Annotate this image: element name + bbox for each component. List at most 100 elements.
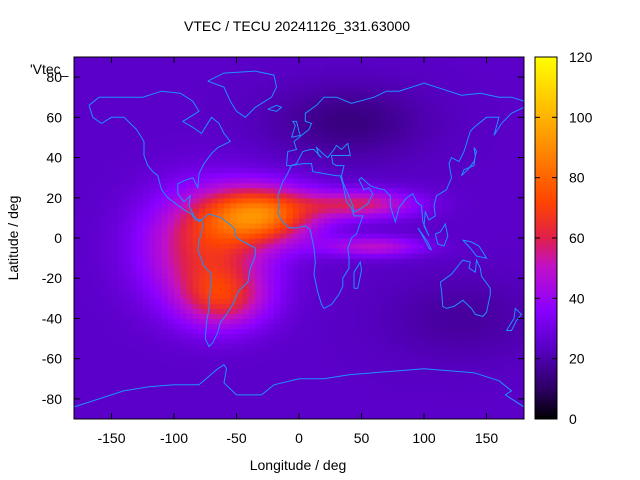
heatmap-cell	[424, 167, 431, 174]
heatmap-cell	[417, 293, 425, 299]
heatmap-cell	[486, 373, 494, 380]
heatmap-cell	[442, 167, 450, 174]
heatmap-cell	[442, 177, 450, 184]
heatmap-cell	[449, 243, 456, 249]
heatmap-cell	[424, 77, 431, 83]
heatmap-cell	[292, 393, 300, 400]
heatmap-cell	[392, 323, 400, 330]
heatmap-cell	[361, 378, 369, 385]
heatmap-cell	[211, 67, 219, 73]
heatmap-cell	[305, 413, 313, 419]
heatmap-cell	[180, 273, 188, 279]
heatmap-cell	[442, 373, 450, 380]
heatmap-cell	[205, 358, 213, 365]
heatmap-cell	[99, 368, 106, 375]
heatmap-cell	[492, 192, 500, 199]
heatmap-cell	[242, 238, 250, 244]
heatmap-cell	[242, 167, 250, 174]
heatmap-cell	[499, 97, 506, 103]
heatmap-cell	[205, 333, 213, 340]
heatmap-cell	[405, 122, 413, 128]
heatmap-cell	[474, 157, 481, 164]
heatmap-cell	[286, 243, 294, 249]
heatmap-cell	[142, 147, 150, 154]
heatmap-cell	[205, 338, 213, 345]
heatmap-cell	[74, 243, 81, 249]
heatmap-cell	[261, 313, 269, 320]
heatmap-cell	[267, 142, 275, 149]
heatmap-cell	[192, 77, 200, 83]
heatmap-cell	[299, 182, 306, 189]
heatmap-cell	[230, 57, 238, 63]
heatmap-cell	[80, 383, 88, 390]
heatmap-cell	[455, 92, 463, 98]
heatmap-cell	[430, 318, 438, 325]
heatmap-cell	[442, 353, 450, 360]
heatmap-cell	[305, 217, 313, 224]
heatmap-cell	[405, 97, 413, 103]
heatmap-cell	[274, 318, 281, 325]
heatmap-cell	[349, 162, 356, 169]
heatmap-cell	[442, 328, 450, 335]
heatmap-cell	[161, 358, 169, 365]
heatmap-cell	[205, 67, 213, 73]
heatmap-cell	[224, 102, 231, 108]
heatmap-cell	[461, 328, 469, 335]
heatmap-cell	[474, 222, 481, 229]
heatmap-cell	[136, 318, 144, 325]
heatmap-cell	[474, 142, 481, 149]
heatmap-cell	[174, 353, 181, 360]
heatmap-cell	[211, 353, 219, 360]
heatmap-cell	[317, 238, 325, 244]
heatmap-cell	[142, 248, 150, 254]
heatmap-cell	[111, 97, 119, 103]
heatmap-cell	[349, 413, 356, 419]
heatmap-cell	[392, 187, 400, 194]
heatmap-cell	[255, 378, 263, 385]
heatmap-cell	[492, 258, 500, 264]
heatmap-cell	[124, 137, 131, 144]
heatmap-cell	[417, 142, 425, 149]
heatmap-cell	[249, 388, 256, 395]
heatmap-cell	[442, 212, 450, 219]
heatmap-cell	[467, 398, 475, 405]
heatmap-cell	[80, 202, 88, 209]
heatmap-cell	[211, 348, 219, 355]
heatmap-cell	[324, 192, 331, 199]
heatmap-cell	[86, 273, 94, 279]
heatmap-cell	[167, 358, 175, 365]
heatmap-cell	[92, 348, 100, 355]
heatmap-cell	[442, 57, 450, 63]
heatmap-cell	[261, 112, 269, 118]
heatmap-cell	[199, 408, 206, 415]
heatmap-cell	[180, 328, 188, 335]
heatmap-cell	[505, 273, 513, 279]
heatmap-cell	[249, 268, 256, 274]
heatmap-cell	[249, 248, 256, 254]
heatmap-cell	[380, 268, 388, 274]
heatmap-cell	[205, 278, 213, 284]
heatmap-cell	[167, 288, 175, 294]
heatmap-cell	[380, 308, 388, 315]
heatmap-cell	[136, 117, 144, 123]
heatmap-cell	[149, 117, 156, 123]
heatmap-cell	[336, 57, 344, 63]
heatmap-cell	[424, 308, 431, 315]
heatmap-cell	[267, 398, 275, 405]
heatmap-cell	[486, 408, 494, 415]
heatmap-cell	[474, 368, 481, 375]
heatmap-cell	[117, 232, 125, 239]
heatmap-cell	[292, 112, 300, 118]
heatmap-cell	[499, 238, 506, 244]
heatmap-cell	[317, 167, 325, 174]
heatmap-cell	[461, 308, 469, 315]
heatmap-cell	[142, 87, 150, 93]
heatmap-cell	[467, 283, 475, 289]
heatmap-cell	[242, 388, 250, 395]
heatmap-cell	[424, 373, 431, 380]
heatmap-cell	[230, 87, 238, 93]
heatmap-cell	[461, 268, 469, 274]
heatmap-cell	[324, 253, 331, 259]
heatmap-cell	[499, 343, 506, 350]
heatmap-cell	[224, 177, 231, 184]
